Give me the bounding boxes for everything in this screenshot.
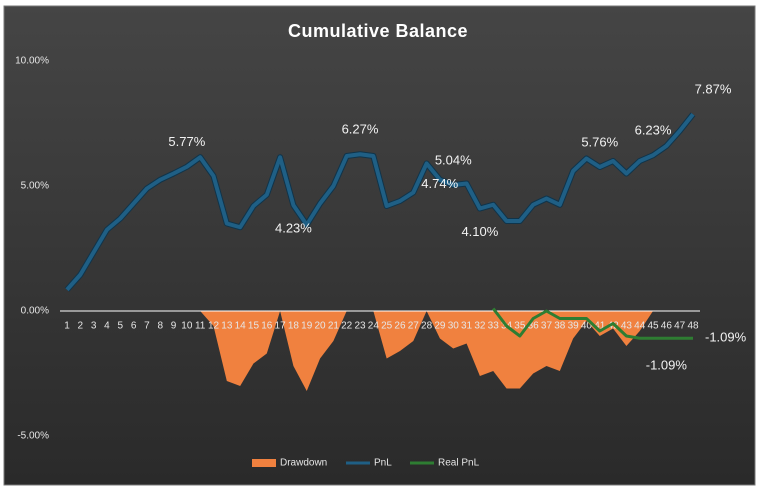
x-tick-label: 14	[235, 321, 247, 332]
x-tick-label: 44	[634, 321, 646, 332]
x-tick-label: 11	[195, 321, 206, 332]
x-tick-label: 13	[221, 321, 233, 332]
y-tick-label: 0.00%	[21, 306, 49, 317]
x-tick-label: 35	[514, 321, 526, 332]
x-tick-label: 19	[301, 321, 313, 332]
x-tick-label: 42	[608, 321, 620, 332]
legend-label: PnL	[374, 458, 392, 469]
data-label: -1.09%	[646, 358, 688, 373]
x-tick-label: 46	[661, 321, 673, 332]
x-tick-label: 27	[408, 321, 420, 332]
data-label: 4.10%	[461, 224, 498, 239]
legend-swatch	[252, 459, 276, 467]
x-tick-label: 7	[144, 321, 150, 332]
x-tick-label: 22	[341, 321, 353, 332]
data-label: 7.87%	[695, 82, 732, 97]
x-tick-label: 8	[157, 321, 163, 332]
x-tick-label: 5	[117, 321, 123, 332]
x-tick-label: 32	[474, 321, 486, 332]
x-tick-label: 43	[621, 321, 633, 332]
x-tick-label: 47	[674, 321, 686, 332]
x-tick-label: 21	[328, 321, 340, 332]
x-tick-label: 28	[421, 321, 433, 332]
x-tick-label: 6	[131, 321, 137, 332]
x-tick-label: 4	[104, 321, 110, 332]
x-tick-label: 31	[461, 321, 473, 332]
y-tick-label: 10.00%	[15, 56, 49, 67]
series-line	[492, 307, 693, 340]
x-tick-label: 18	[288, 321, 300, 332]
x-tick-label: 39	[568, 321, 580, 332]
x-tick-label: 41	[594, 321, 606, 332]
x-tick-label: 17	[275, 321, 287, 332]
legend-label: Drawdown	[280, 458, 327, 469]
x-tick-label: 33	[488, 321, 500, 332]
x-tick-label: 37	[541, 321, 553, 332]
x-tick-label: 45	[647, 321, 659, 332]
x-tick-label: 40	[581, 321, 593, 332]
data-label: 4.74%	[421, 176, 458, 191]
x-tick-label: 2	[78, 321, 84, 332]
x-tick-label: 3	[91, 321, 97, 332]
x-tick-label: 20	[315, 321, 327, 332]
data-label: 4.23%	[275, 221, 312, 236]
x-tick-label: 1	[64, 321, 70, 332]
x-tick-label: 30	[448, 321, 460, 332]
x-tick-label: 9	[171, 321, 177, 332]
data-label: 5.77%	[168, 134, 205, 149]
legend-label: Real PnL	[438, 458, 480, 469]
x-tick-label: 10	[181, 321, 193, 332]
x-tick-label: 48	[687, 321, 699, 332]
y-tick-label: 5.00%	[21, 181, 49, 192]
x-tick-label: 25	[381, 321, 393, 332]
chart-title: Cumulative Balance	[288, 21, 468, 41]
x-tick-label: 38	[554, 321, 566, 332]
x-tick-label: 24	[368, 321, 380, 332]
data-label: 5.76%	[581, 134, 618, 149]
chart-background	[3, 5, 756, 486]
x-tick-label: 26	[394, 321, 406, 332]
data-label: -1.09%	[705, 330, 747, 345]
x-tick-label: 16	[261, 321, 273, 332]
x-tick-label: 36	[528, 321, 540, 332]
y-tick-label: -5.00%	[17, 431, 49, 442]
x-tick-label: 12	[208, 321, 220, 332]
x-tick-label: 23	[354, 321, 366, 332]
x-tick-label: 15	[248, 321, 260, 332]
drawdown-area	[67, 311, 693, 391]
data-label: 6.27%	[342, 122, 379, 137]
data-label: 5.04%	[435, 152, 472, 167]
data-label: 6.23%	[635, 123, 672, 138]
x-tick-label: 29	[434, 321, 446, 332]
series-line	[65, 113, 695, 292]
